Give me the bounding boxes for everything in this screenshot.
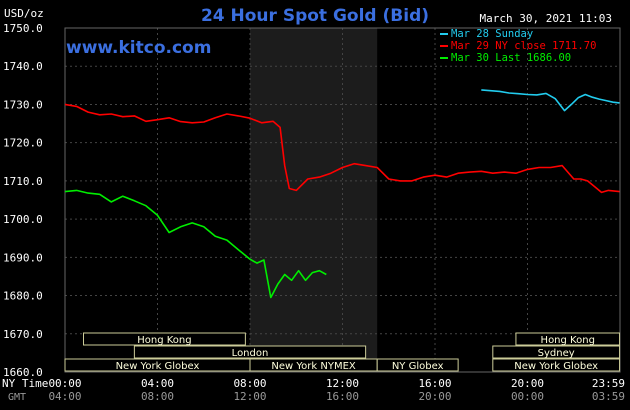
session-label: Hong Kong	[137, 335, 191, 346]
x-tick-label-gmt: 03:59	[592, 390, 625, 403]
session-bar	[133, 345, 367, 359]
series-line	[64, 103, 620, 194]
session-label: London	[232, 348, 269, 359]
x-tick-label-ny: 00:00	[48, 377, 81, 390]
x-tick-label-ny: 20:00	[511, 377, 544, 390]
session-label: New York NYMEX	[271, 361, 356, 372]
y-tick-label: 1740.0	[3, 60, 43, 73]
x-tick-label-ny: 04:00	[141, 377, 174, 390]
unit-label: USD/oz	[4, 7, 44, 20]
chart-title: 24 Hour Spot Gold (Bid)	[200, 6, 430, 26]
session-label: NY Globex	[392, 361, 444, 372]
grid-lines	[64, 27, 621, 373]
y-tick-label: 1750.0	[3, 22, 43, 35]
x-tick-label-ny: 16:00	[418, 377, 451, 390]
x-tick-label-ny: 23:59	[592, 377, 625, 390]
x-tick-label-gmt: 08:00	[141, 390, 174, 403]
x-tick-label-ny: 12:00	[326, 377, 359, 390]
y-tick-label: 1730.0	[3, 98, 43, 111]
session-label: Sydney	[538, 348, 575, 359]
x-tick-label-ny: 08:00	[233, 377, 266, 390]
x-tick-label-gmt: 20:00	[418, 390, 451, 403]
y-tick-label: 1660.0	[3, 366, 43, 379]
y-tick-label: 1700.0	[3, 213, 43, 226]
gmt-label: GMT	[8, 392, 26, 403]
y-tick-label: 1670.0	[3, 328, 43, 341]
y-tick-label: 1680.0	[3, 290, 43, 303]
session-bar	[515, 332, 621, 346]
session-label: New York Globex	[514, 361, 598, 372]
series-line	[481, 89, 620, 112]
x-tick-label-gmt: 04:00	[48, 390, 81, 403]
website-link[interactable]: www.kitco.com	[66, 38, 212, 58]
legend-entry: Mar 28 Sunday	[451, 28, 533, 40]
y-axis: 1750.0 1740.0 1730.0 1720.0 1710.0 1700.0 1690…	[3, 22, 43, 379]
legend-entry: Mar 29 NY close 1711.70	[451, 40, 596, 52]
series-line	[64, 189, 327, 299]
y-tick-label: 1690.0	[3, 251, 43, 264]
session-bar	[83, 332, 246, 346]
y-tick-label: 1720.0	[3, 137, 43, 150]
session-label: Hong Kong	[541, 335, 595, 346]
x-tick-label-gmt: 00:00	[511, 390, 544, 403]
legend-entry: Mar 30 Last 1686.00	[451, 52, 571, 64]
market-sessions: Hong Kong Hong Kong London Sydney New York G…	[64, 332, 621, 372]
session-label: New York Globex	[116, 361, 200, 372]
session-bar	[376, 358, 459, 372]
timestamp: March 30, 2021 11:03	[479, 12, 612, 25]
nymex-session-shade	[250, 28, 378, 372]
plot-frame	[64, 27, 621, 373]
x-tick-label-gmt: 16:00	[326, 390, 359, 403]
x-tick-label-gmt: 12:00	[233, 390, 266, 403]
session-bar	[492, 345, 621, 359]
series-lines	[64, 89, 620, 299]
ny-time-label: NY Time	[2, 377, 48, 390]
session-bar	[492, 358, 621, 372]
y-tick-label: 1710.0	[3, 175, 43, 188]
